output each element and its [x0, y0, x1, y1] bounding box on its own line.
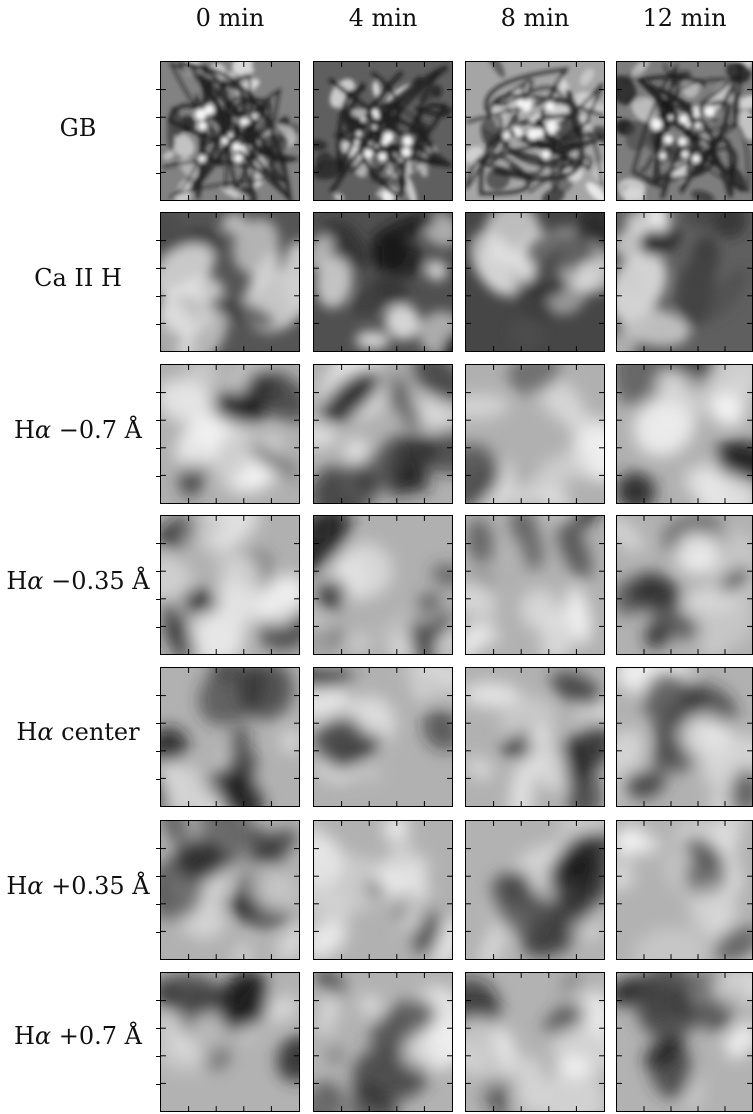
outer-tick: [156, 904, 160, 905]
outer-tick: [156, 476, 160, 477]
outer-tick: [156, 173, 160, 174]
outer-tick: [156, 420, 160, 421]
outer-tick: [156, 627, 160, 628]
image-panel-r0-c2: [465, 61, 605, 201]
image-panel-r0-c3: [616, 61, 753, 201]
outer-tick: [156, 876, 160, 877]
outer-tick: [156, 89, 160, 90]
row-label-halpha-plus-0-7: Hα +0.7 Å: [0, 1022, 156, 1050]
image-panel-r3-c1: [313, 515, 453, 655]
image-panel-r3-c0: [160, 515, 300, 655]
image-panel-r4-c0: [160, 667, 300, 807]
outer-tick: [156, 448, 160, 449]
outer-tick: [156, 1028, 160, 1029]
outer-tick: [156, 145, 160, 146]
row-label-prefix: H: [6, 567, 28, 595]
image-panel-r0-c1: [313, 61, 453, 201]
outer-tick: [156, 848, 160, 849]
image-panel-r4-c1: [313, 667, 453, 807]
row-label-prefix: H: [16, 718, 38, 746]
image-panel-r5-c3: [616, 820, 753, 960]
outer-tick: [156, 1056, 160, 1057]
row-label-halpha-minus-0-7: Hα −0.7 Å: [0, 416, 156, 444]
image-panel-r6-c1: [313, 972, 453, 1112]
row-label-prefix: H: [6, 872, 28, 900]
image-panel-r0-c0: [160, 61, 300, 201]
outer-tick: [156, 723, 160, 724]
outer-tick: [156, 543, 160, 544]
image-panel-r1-c2: [465, 212, 605, 352]
image-panel-r3-c2: [465, 515, 605, 655]
image-panel-r4-c2: [465, 667, 605, 807]
row-label-halpha-minus-0-35: Hα −0.35 Å: [0, 567, 156, 595]
row-label-suffix: center: [53, 718, 140, 746]
image-panel-r4-c3: [616, 667, 753, 807]
outer-tick: [156, 599, 160, 600]
row-label-prefix: H: [13, 416, 35, 444]
row-label-suffix: +0.7 Å: [51, 1022, 143, 1050]
row-label-greek: α: [34, 416, 52, 444]
column-header-12min: 12 min: [642, 4, 727, 32]
image-panel-r5-c2: [465, 820, 605, 960]
outer-tick: [156, 324, 160, 325]
image-panel-r2-c2: [465, 364, 605, 504]
outer-tick: [156, 392, 160, 393]
outer-tick: [156, 1084, 160, 1085]
outer-tick: [156, 296, 160, 297]
image-panel-r6-c0: [160, 972, 300, 1112]
outer-tick: [156, 932, 160, 933]
outer-tick: [156, 751, 160, 752]
outer-tick: [156, 695, 160, 696]
image-panel-r3-c3: [616, 515, 753, 655]
column-header-8min: 8 min: [500, 4, 570, 32]
row-label-greek: α: [27, 872, 44, 900]
image-panel-r1-c3: [616, 212, 753, 352]
row-label-greek: α: [27, 567, 44, 595]
outer-tick: [156, 1000, 160, 1001]
outer-tick: [156, 571, 160, 572]
outer-tick: [156, 240, 160, 241]
image-panel-r5-c0: [160, 820, 300, 960]
row-label-text: GB: [59, 114, 97, 142]
image-panel-r6-c3: [616, 972, 753, 1112]
row-label-halpha-center: Hα center: [0, 718, 156, 746]
row-label-prefix: H: [13, 1022, 35, 1050]
row-label-greek: α: [34, 1022, 52, 1050]
outer-tick: [156, 117, 160, 118]
image-panel-r1-c0: [160, 212, 300, 352]
image-panel-r2-c3: [616, 364, 753, 504]
outer-tick: [156, 268, 160, 269]
row-label-gb: GB: [0, 114, 156, 142]
row-label-ca-ii-h: Ca II H: [0, 264, 156, 292]
row-label-halpha-plus-0-35: Hα +0.35 Å: [0, 872, 156, 900]
image-panel-r2-c0: [160, 364, 300, 504]
column-header-4min: 4 min: [348, 4, 418, 32]
row-label-suffix: −0.35 Å: [43, 567, 150, 595]
row-label-suffix: +0.35 Å: [43, 872, 150, 900]
row-label-text: Ca II H: [34, 264, 122, 292]
outer-tick: [156, 779, 160, 780]
image-panel-r1-c1: [313, 212, 453, 352]
row-label-greek: α: [37, 718, 54, 746]
image-panel-r5-c1: [313, 820, 453, 960]
image-panel-r6-c2: [465, 972, 605, 1112]
row-label-suffix: −0.7 Å: [51, 416, 143, 444]
image-panel-r2-c1: [313, 364, 453, 504]
column-header-0min: 0 min: [195, 4, 265, 32]
